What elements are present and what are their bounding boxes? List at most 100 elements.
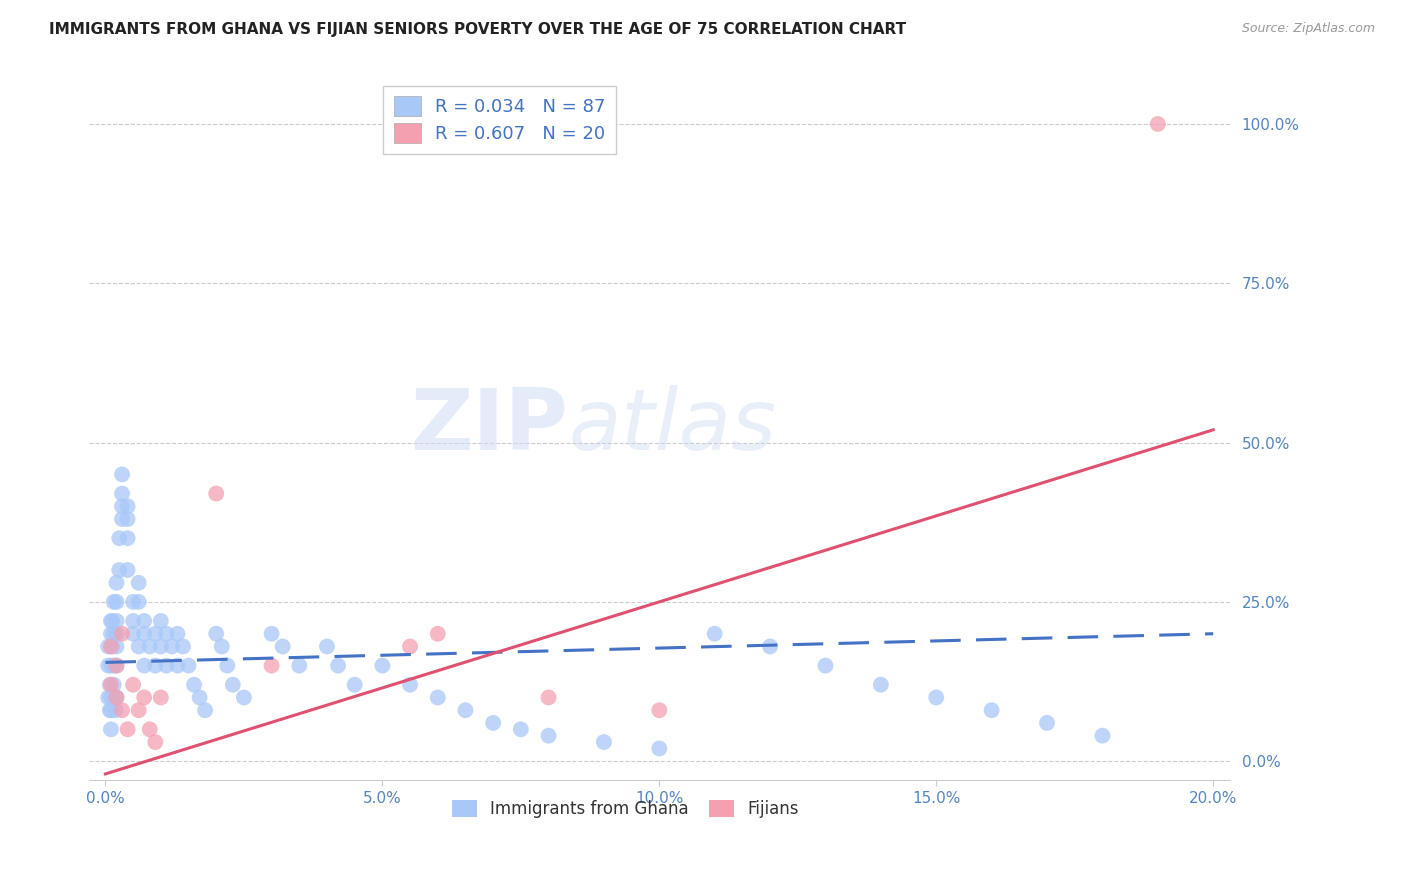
Point bbox=[454, 703, 477, 717]
Point bbox=[814, 658, 837, 673]
Point bbox=[105, 690, 128, 705]
Point bbox=[100, 690, 122, 705]
Point bbox=[399, 640, 422, 654]
Point bbox=[97, 690, 120, 705]
Point bbox=[537, 729, 560, 743]
Point bbox=[371, 658, 394, 673]
Point bbox=[117, 531, 139, 545]
Point bbox=[104, 703, 127, 717]
Text: IMMIGRANTS FROM GHANA VS FIJIAN SENIORS POVERTY OVER THE AGE OF 75 CORRELATION C: IMMIGRANTS FROM GHANA VS FIJIAN SENIORS … bbox=[49, 22, 907, 37]
Point bbox=[101, 614, 124, 628]
Point bbox=[105, 614, 128, 628]
Point bbox=[111, 467, 134, 482]
Point bbox=[111, 512, 134, 526]
Point bbox=[105, 658, 128, 673]
Point bbox=[509, 723, 531, 737]
Point bbox=[117, 563, 139, 577]
Point bbox=[271, 640, 294, 654]
Point bbox=[482, 715, 505, 730]
Point bbox=[100, 658, 122, 673]
Legend: Immigrants from Ghana, Fijians: Immigrants from Ghana, Fijians bbox=[446, 794, 806, 825]
Point bbox=[703, 626, 725, 640]
Point bbox=[122, 626, 145, 640]
Text: atlas: atlas bbox=[568, 385, 776, 468]
Point bbox=[101, 640, 124, 654]
Point bbox=[143, 626, 166, 640]
Point bbox=[111, 486, 134, 500]
Point bbox=[122, 614, 145, 628]
Point bbox=[103, 658, 125, 673]
Point bbox=[211, 640, 233, 654]
Point bbox=[105, 690, 128, 705]
Point bbox=[343, 678, 366, 692]
Point bbox=[128, 595, 150, 609]
Point bbox=[194, 703, 217, 717]
Point bbox=[134, 626, 156, 640]
Point bbox=[104, 690, 127, 705]
Point bbox=[97, 658, 120, 673]
Point bbox=[117, 500, 139, 514]
Point bbox=[172, 640, 194, 654]
Point bbox=[232, 690, 254, 705]
Point bbox=[217, 658, 239, 673]
Point bbox=[648, 703, 671, 717]
Point bbox=[138, 640, 160, 654]
Point bbox=[100, 640, 122, 654]
Point bbox=[183, 678, 205, 692]
Point bbox=[869, 678, 891, 692]
Point bbox=[103, 626, 125, 640]
Point bbox=[122, 595, 145, 609]
Point bbox=[105, 575, 128, 590]
Point bbox=[143, 735, 166, 749]
Point bbox=[134, 690, 156, 705]
Point bbox=[260, 658, 283, 673]
Point bbox=[160, 640, 183, 654]
Text: ZIP: ZIP bbox=[411, 385, 568, 468]
Point bbox=[100, 723, 122, 737]
Point bbox=[177, 658, 200, 673]
Point bbox=[143, 658, 166, 673]
Point bbox=[111, 703, 134, 717]
Point bbox=[108, 531, 131, 545]
Point bbox=[111, 626, 134, 640]
Point bbox=[316, 640, 339, 654]
Point bbox=[155, 626, 177, 640]
Text: Source: ZipAtlas.com: Source: ZipAtlas.com bbox=[1241, 22, 1375, 36]
Point bbox=[593, 735, 616, 749]
Point bbox=[1091, 729, 1114, 743]
Point bbox=[100, 678, 122, 692]
Point bbox=[205, 486, 228, 500]
Point bbox=[138, 723, 160, 737]
Point bbox=[288, 658, 311, 673]
Point bbox=[399, 678, 422, 692]
Point bbox=[326, 658, 349, 673]
Point bbox=[98, 703, 121, 717]
Point bbox=[117, 723, 139, 737]
Point bbox=[103, 678, 125, 692]
Point bbox=[166, 626, 188, 640]
Point bbox=[149, 690, 172, 705]
Point bbox=[149, 614, 172, 628]
Point bbox=[128, 575, 150, 590]
Point bbox=[205, 626, 228, 640]
Point bbox=[103, 595, 125, 609]
Point bbox=[980, 703, 1002, 717]
Point bbox=[97, 640, 120, 654]
Point bbox=[260, 626, 283, 640]
Point bbox=[128, 640, 150, 654]
Point bbox=[105, 626, 128, 640]
Point bbox=[98, 678, 121, 692]
Point bbox=[759, 640, 782, 654]
Point bbox=[134, 658, 156, 673]
Point bbox=[537, 690, 560, 705]
Point bbox=[134, 614, 156, 628]
Point bbox=[188, 690, 211, 705]
Point bbox=[426, 626, 449, 640]
Point bbox=[1146, 117, 1168, 131]
Point bbox=[105, 595, 128, 609]
Point bbox=[100, 614, 122, 628]
Point bbox=[105, 658, 128, 673]
Point bbox=[925, 690, 948, 705]
Point bbox=[426, 690, 449, 705]
Point bbox=[105, 640, 128, 654]
